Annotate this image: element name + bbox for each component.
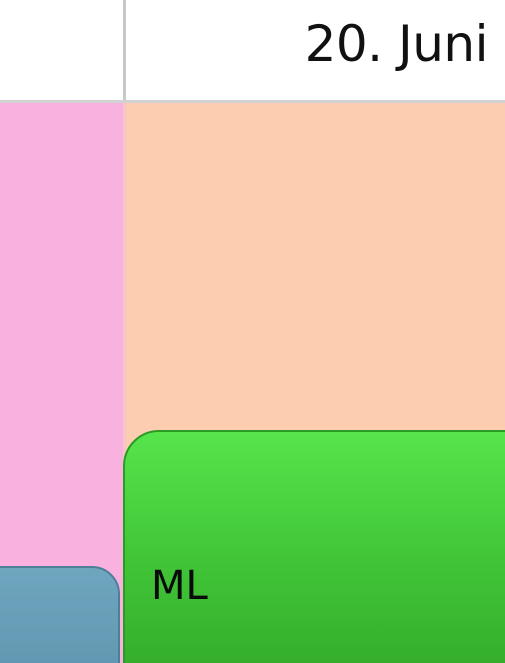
- event-title: ML: [151, 563, 208, 609]
- header-column-divider: [123, 0, 126, 100]
- calendar-event-blue[interactable]: [0, 566, 120, 663]
- day-column-separator: [123, 103, 126, 663]
- header-bottom-divider: [0, 100, 505, 103]
- day-date-label: 20. Juni: [304, 15, 489, 73]
- calendar-event-ml[interactable]: ML: [123, 430, 505, 663]
- calendar-header: 20. Juni: [0, 0, 505, 100]
- header-cell-previous-day: [0, 0, 123, 100]
- header-cell-day[interactable]: 20. Juni: [126, 0, 505, 100]
